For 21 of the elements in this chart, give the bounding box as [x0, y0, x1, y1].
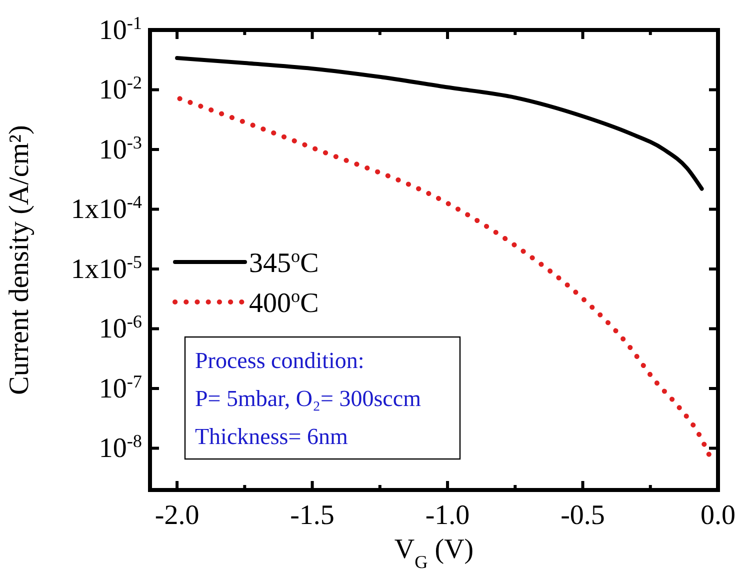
legend-label: 400$^{o}$C — [249, 286, 319, 319]
y-tick-label: 10$^{-6}$ — [98, 312, 142, 345]
y-tick-label: 10$^{-8}$ — [98, 431, 142, 464]
y-tick-label: 10$^{-1}$ — [98, 13, 142, 46]
y-tick-label: 10$^{-3}$ — [98, 132, 142, 166]
y-axis-title: Current density (A/cm²) — [4, 125, 35, 395]
legend-label: 345$^{o}$C — [249, 246, 319, 279]
x-tick-label: -1.5 — [290, 500, 334, 531]
x-tick-label: -1.0 — [425, 500, 470, 531]
y-tick-label: 1x10$^{-5}$ — [70, 252, 142, 285]
x-tick-label: -0.5 — [560, 500, 605, 531]
x-tick-label: 0.0 — [700, 500, 736, 531]
annotation: Process condition: — [195, 348, 364, 373]
x-axis-title: V$_{G}$ (V) — [394, 534, 474, 572]
y-tick-label: 10$^{-2}$ — [98, 72, 142, 106]
y-tick-label: 1x10$^{-4}$ — [70, 192, 142, 226]
y-tick-label: 10$^{-7}$ — [98, 371, 142, 404]
x-tick-label: -2.0 — [154, 500, 200, 531]
line-series — [175, 56, 704, 191]
annotation: P= 5mbar, O₂= 300sccm — [195, 386, 422, 411]
annotation: Thickness= 6nm — [195, 424, 348, 449]
